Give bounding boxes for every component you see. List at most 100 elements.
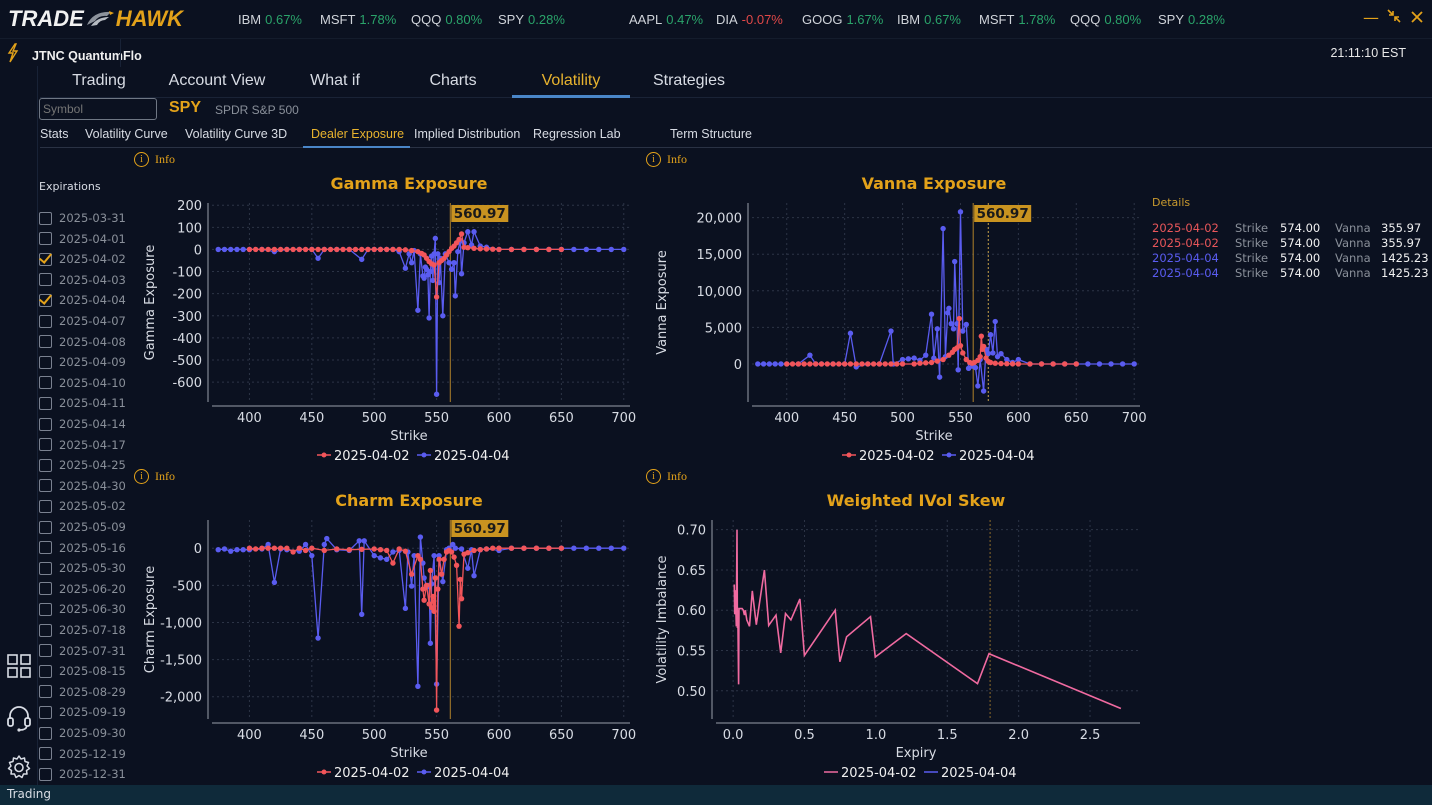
expiration-item[interactable]: 2025-06-30 — [39, 599, 135, 619]
ticker-item[interactable]: MSFT 1.78% — [979, 12, 1055, 27]
legend-label[interactable]: 2025-04-02 — [859, 449, 935, 464]
expiration-item[interactable]: 2025-04-10 — [39, 373, 135, 393]
sub-tab-stats[interactable]: Stats — [40, 127, 69, 141]
main-tab-volatility[interactable]: Volatility — [512, 72, 630, 98]
expiration-item[interactable]: 2025-05-16 — [39, 538, 135, 558]
vanna-exposure-chart[interactable]: Vanna Exposure 400 450 500 550 600 650 700 20,00… — [646, 170, 1150, 466]
expiration-item[interactable]: 2025-04-11 — [39, 393, 135, 413]
symbol-input[interactable] — [39, 98, 157, 120]
headset-support-icon[interactable] — [6, 704, 33, 732]
ticker-item[interactable]: GOOG 1.67% — [802, 12, 883, 27]
expiration-item[interactable]: 2025-04-25 — [39, 455, 135, 475]
expiration-checkbox[interactable] — [39, 355, 52, 369]
gear-icon[interactable] — [6, 754, 33, 781]
expiration-checkbox[interactable] — [39, 726, 52, 740]
legend-label[interactable]: 2025-04-02 — [334, 766, 410, 781]
expiration-checkbox[interactable] — [39, 252, 52, 266]
ticker-item[interactable]: QQQ 0.80% — [411, 12, 482, 27]
expiration-item[interactable]: 2025-12-31 — [39, 764, 135, 784]
expiration-item[interactable]: 2025-04-17 — [39, 435, 135, 455]
ticker-item[interactable]: QQQ 0.80% — [1070, 12, 1141, 27]
expiration-checkbox[interactable] — [39, 376, 52, 390]
legend-label[interactable]: 2025-04-02 — [841, 766, 917, 781]
expiration-checkbox[interactable] — [39, 499, 52, 513]
sub-tab-volatility-curve-3d[interactable]: Volatility Curve 3D — [185, 127, 288, 141]
expiration-item[interactable]: 2025-08-15 — [39, 661, 135, 681]
close-button[interactable] — [1410, 9, 1424, 28]
expiration-item[interactable]: 2025-04-02 — [39, 249, 135, 269]
expiration-item[interactable]: 2025-04-09 — [39, 352, 135, 372]
expiration-checkbox[interactable] — [39, 705, 52, 719]
expiration-item[interactable]: 2025-05-30 — [39, 558, 135, 578]
expiration-item[interactable]: 2025-09-19 — [39, 702, 135, 722]
ticker-item[interactable]: SPY 0.28% — [1158, 12, 1225, 27]
expiration-checkbox[interactable] — [39, 623, 52, 637]
expiration-checkbox[interactable] — [39, 582, 52, 596]
legend-label[interactable]: 2025-04-04 — [941, 766, 1017, 781]
main-tab-trading[interactable]: Trading — [72, 72, 126, 89]
expiration-checkbox[interactable] — [39, 335, 52, 349]
sub-tab-regression-lab[interactable]: Regression Lab — [533, 127, 621, 141]
grid-layout-icon[interactable] — [6, 653, 33, 680]
gamma-exposure-chart[interactable]: Gamma Exposure 400 450 500 550 600 650 700 200 10… — [136, 170, 640, 466]
vanna-info-button[interactable]: i Info — [646, 152, 687, 167]
sub-tab-term-structure[interactable]: Term Structure — [670, 127, 752, 141]
expiration-item[interactable]: 2025-07-18 — [39, 620, 135, 640]
expiration-item[interactable]: 2025-05-02 — [39, 496, 135, 516]
expiration-item[interactable]: 2025-03-31 — [39, 208, 135, 228]
expiration-checkbox[interactable] — [39, 273, 52, 287]
ticker-item[interactable]: IBM 0.67% — [238, 12, 302, 27]
expiration-checkbox[interactable] — [39, 602, 52, 616]
ticker-item[interactable]: AAPL 0.47% — [629, 12, 703, 27]
legend-label[interactable]: 2025-04-02 — [334, 449, 410, 464]
expiration-item[interactable]: 2025-07-31 — [39, 641, 135, 661]
expiration-checkbox[interactable] — [39, 314, 52, 328]
ticker-item[interactable]: MSFT 1.78% — [320, 12, 396, 27]
charm-info-button[interactable]: i Info — [134, 469, 175, 484]
expiration-checkbox[interactable] — [39, 438, 52, 452]
skew-info-button[interactable]: i Info — [646, 469, 687, 484]
expiration-checkbox[interactable] — [39, 232, 52, 246]
main-tab-strategies[interactable]: Strategies — [652, 72, 726, 89]
sub-tab-implied-distribution[interactable]: Implied Distribution — [414, 127, 521, 141]
expiration-checkbox[interactable] — [39, 396, 52, 410]
legend-label[interactable]: 2025-04-04 — [434, 766, 510, 781]
main-tab-account-view[interactable]: Account View — [168, 72, 266, 89]
expiration-checkbox[interactable] — [39, 520, 52, 534]
expiration-item[interactable]: 2025-04-14 — [39, 414, 135, 434]
main-tab-what-if[interactable]: What if — [310, 72, 360, 89]
sub-tab-volatility-curve[interactable]: Volatility Curve — [85, 127, 168, 141]
expiration-checkbox[interactable] — [39, 211, 52, 225]
legend-label[interactable]: 2025-04-04 — [434, 449, 510, 464]
expiration-checkbox[interactable] — [39, 685, 52, 699]
weighted-ivol-skew-chart[interactable]: Weighted IVol Skew 0.0 0.5 1.0 1.5 2.0 2.5 0.70… — [646, 487, 1150, 783]
charm-exposure-chart[interactable]: Charm Exposure 400 450 500 550 600 650 700 0 -500… — [136, 487, 640, 783]
legend-label[interactable]: 2025-04-04 — [959, 449, 1035, 464]
expiration-checkbox[interactable] — [39, 293, 52, 307]
ticker-item[interactable]: IBM 0.67% — [897, 12, 961, 27]
expiration-item[interactable]: 2025-04-08 — [39, 332, 135, 352]
expiration-checkbox[interactable] — [39, 767, 52, 781]
expiration-item[interactable]: 2025-04-03 — [39, 270, 135, 290]
minimize-button[interactable]: — — [1363, 8, 1379, 27]
expiration-checkbox[interactable] — [39, 479, 52, 493]
expiration-checkbox[interactable] — [39, 417, 52, 431]
ticker-item[interactable]: SPY 0.28% — [498, 12, 565, 27]
expiration-item[interactable]: 2025-12-19 — [39, 744, 135, 764]
expiration-checkbox[interactable] — [39, 747, 52, 761]
expiration-item[interactable]: 2025-08-29 — [39, 682, 135, 702]
expiration-item[interactable]: 2025-04-07 — [39, 311, 135, 331]
expiration-checkbox[interactable] — [39, 644, 52, 658]
expiration-checkbox[interactable] — [39, 561, 52, 575]
gamma-info-button[interactable]: i Info — [134, 152, 175, 167]
expiration-item[interactable]: 2025-04-04 — [39, 290, 135, 310]
restore-button[interactable] — [1386, 8, 1402, 28]
expiration-item[interactable]: 2025-06-20 — [39, 579, 135, 599]
main-tab-charts[interactable]: Charts — [429, 72, 477, 89]
expiration-checkbox[interactable] — [39, 664, 52, 678]
expiration-item[interactable]: 2025-04-30 — [39, 476, 135, 496]
expiration-checkbox[interactable] — [39, 458, 52, 472]
expiration-checkbox[interactable] — [39, 541, 52, 555]
expiration-item[interactable]: 2025-04-01 — [39, 229, 135, 249]
expiration-item[interactable]: 2025-05-09 — [39, 517, 135, 537]
